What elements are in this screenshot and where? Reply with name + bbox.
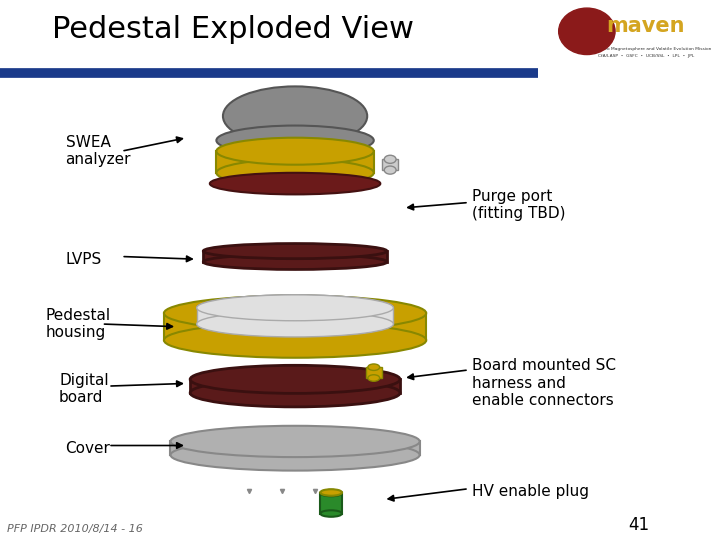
- Text: Pedestal Exploded View: Pedestal Exploded View: [53, 15, 415, 44]
- Ellipse shape: [197, 295, 393, 321]
- Ellipse shape: [197, 311, 393, 337]
- Ellipse shape: [223, 86, 367, 146]
- Polygon shape: [197, 308, 393, 324]
- Text: maven: maven: [606, 16, 685, 36]
- Circle shape: [559, 8, 615, 55]
- Text: Pedestal
housing: Pedestal housing: [46, 308, 111, 340]
- Ellipse shape: [164, 322, 426, 357]
- Ellipse shape: [171, 426, 420, 457]
- Text: Digital
board: Digital board: [59, 373, 109, 405]
- Text: Cover: Cover: [66, 441, 110, 456]
- Ellipse shape: [197, 295, 393, 321]
- Ellipse shape: [171, 440, 420, 470]
- Polygon shape: [190, 379, 400, 393]
- Ellipse shape: [164, 295, 426, 330]
- Ellipse shape: [217, 159, 374, 186]
- Text: Purge port
(fitting TBD): Purge port (fitting TBD): [472, 189, 566, 221]
- Ellipse shape: [384, 155, 396, 163]
- Polygon shape: [320, 493, 342, 514]
- Ellipse shape: [368, 375, 379, 381]
- Text: CfA/LASP  •  GSFC  •  UCB/SSL  •  LPL  •  JPL: CfA/LASP • GSFC • UCB/SSL • LPL • JPL: [598, 53, 694, 58]
- Text: PFP IPDR 2010/8/14 - 16: PFP IPDR 2010/8/14 - 16: [6, 523, 143, 534]
- Ellipse shape: [368, 364, 379, 370]
- Ellipse shape: [320, 510, 342, 517]
- Text: Board mounted SC
harness and
enable connectors: Board mounted SC harness and enable conn…: [472, 359, 616, 408]
- Ellipse shape: [217, 125, 374, 156]
- Polygon shape: [164, 313, 426, 340]
- Ellipse shape: [210, 173, 380, 194]
- Ellipse shape: [320, 490, 342, 496]
- Text: 41: 41: [628, 516, 649, 534]
- Text: HV enable plug: HV enable plug: [472, 484, 589, 499]
- Polygon shape: [171, 442, 420, 455]
- Ellipse shape: [384, 166, 396, 174]
- Polygon shape: [217, 151, 374, 173]
- Polygon shape: [366, 367, 382, 378]
- Ellipse shape: [203, 244, 387, 259]
- Text: LVPS: LVPS: [66, 252, 102, 267]
- Ellipse shape: [190, 365, 400, 393]
- Polygon shape: [382, 159, 398, 170]
- Ellipse shape: [203, 254, 387, 269]
- Text: SWEA
analyzer: SWEA analyzer: [66, 135, 131, 167]
- Ellipse shape: [190, 379, 400, 407]
- Ellipse shape: [217, 138, 374, 165]
- Text: Micro Magnetosphere and Volatile Evolution Mission: Micro Magnetosphere and Volatile Evoluti…: [598, 46, 711, 51]
- Ellipse shape: [320, 489, 342, 496]
- Polygon shape: [203, 251, 387, 262]
